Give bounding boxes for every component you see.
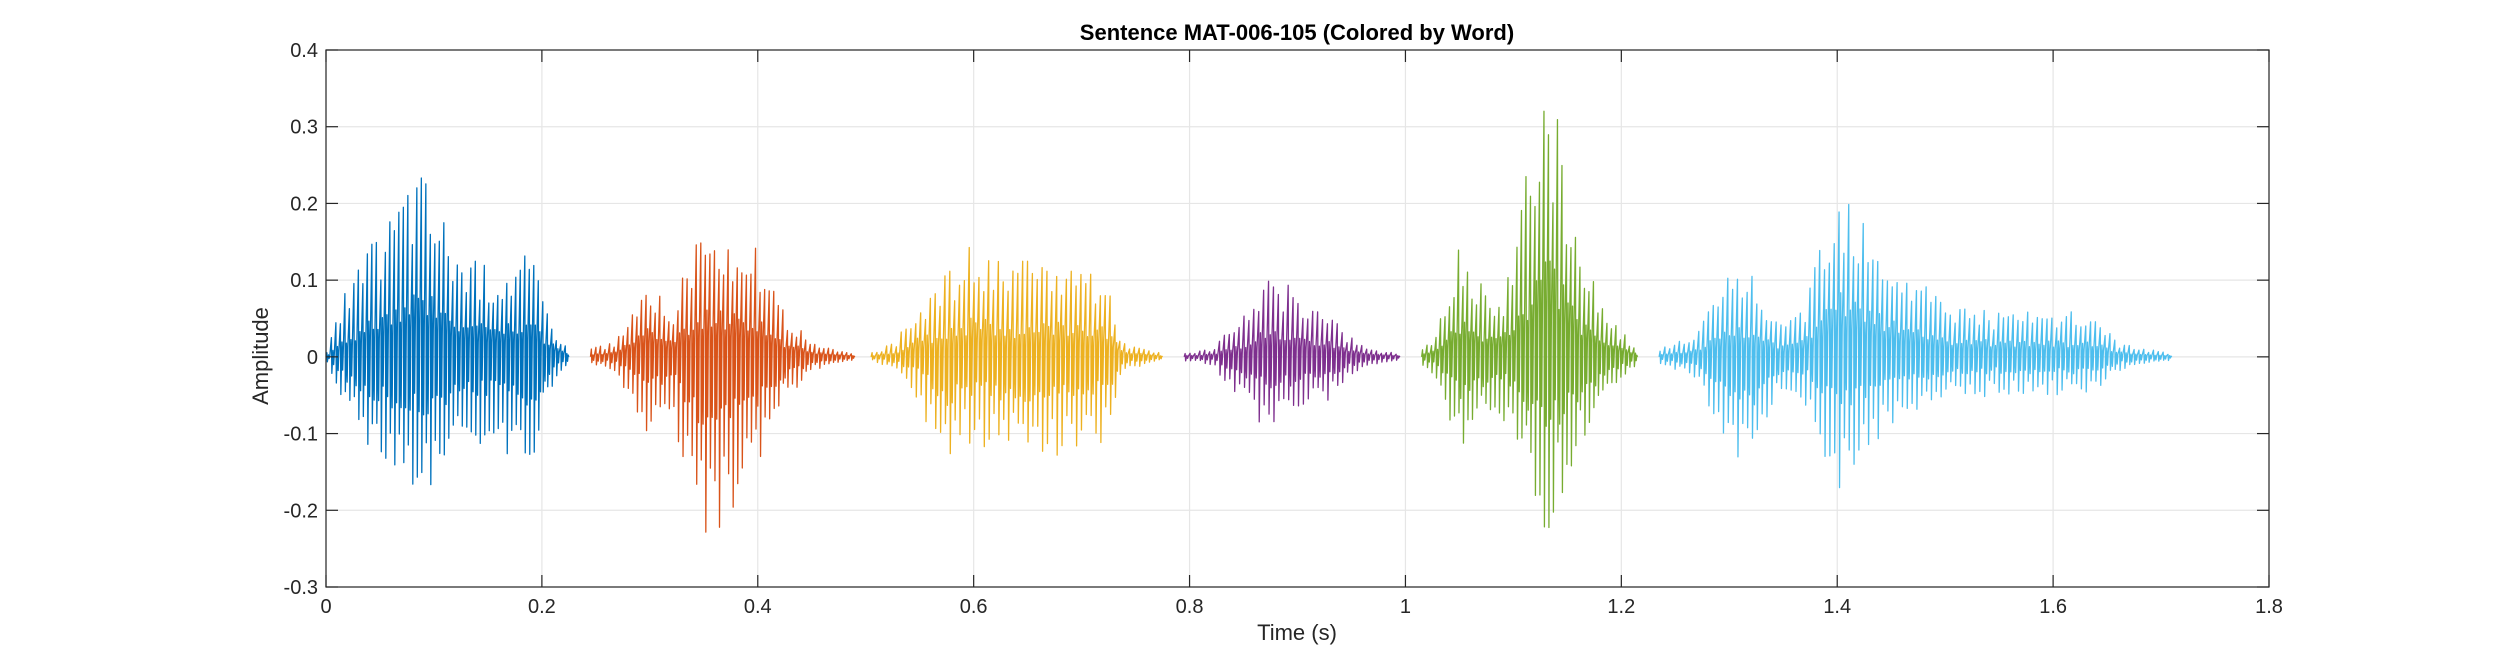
y-tick-label-4: 0.1 [290, 270, 318, 292]
y-tick-label-3: 0 [307, 347, 318, 369]
word-waveform-6 [1658, 203, 2173, 489]
x-tick-label-0: 0 [320, 596, 331, 618]
y-tick-label-1: -0.2 [284, 500, 318, 522]
y-tick-label-7: 0.4 [290, 40, 318, 62]
x-axis-label: Time (s) [1257, 620, 1337, 645]
axes-layer: 0 0.2 0.4 0.6 0.8 1 1.2 1.4 1.6 1.8 -0.3 -0.2 -0.1 0 0… [284, 40, 2283, 618]
y-axis-label: Amplitude [248, 307, 273, 405]
series-layer [325, 110, 2173, 533]
x-tick-label-3: 0.6 [960, 596, 988, 618]
x-tick-label-5: 1 [1400, 596, 1411, 618]
x-tick-label-8: 1.6 [2039, 596, 2067, 618]
x-tick-label-9: 1.8 [2255, 596, 2283, 618]
y-tick-label-6: 0.3 [290, 117, 318, 139]
x-tick-label-7: 1.4 [1823, 596, 1851, 618]
x-tick-label-6: 1.2 [1607, 596, 1635, 618]
word-waveform-4 [1183, 280, 1401, 423]
y-tick-label-5: 0.2 [290, 193, 318, 215]
word-waveform-2 [589, 242, 856, 533]
x-tick-label-4: 0.8 [1176, 596, 1204, 618]
x-tick-label-1: 0.2 [528, 596, 556, 618]
y-tick-label-0: -0.3 [284, 577, 318, 599]
word-waveform-3 [870, 246, 1164, 456]
x-tick-label-2: 0.4 [744, 596, 772, 618]
y-tick-label-2: -0.1 [284, 424, 318, 446]
word-waveform-1 [325, 177, 570, 486]
chart-title: Sentence MAT-006-105 (Colored by Word) [1080, 20, 1514, 45]
word-waveform-5 [1420, 110, 1639, 529]
axes-box [325, 49, 2270, 588]
